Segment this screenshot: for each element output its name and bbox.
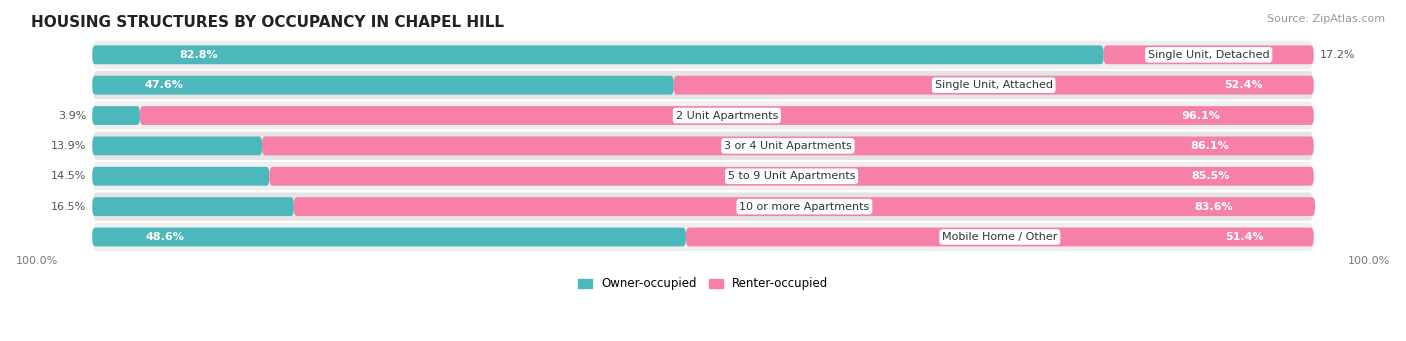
FancyBboxPatch shape <box>93 222 1313 252</box>
Text: 52.4%: 52.4% <box>1223 80 1263 90</box>
Text: 85.5%: 85.5% <box>1192 171 1230 181</box>
Text: 96.1%: 96.1% <box>1181 110 1220 120</box>
FancyBboxPatch shape <box>93 100 1313 131</box>
Text: 51.4%: 51.4% <box>1225 232 1264 242</box>
FancyBboxPatch shape <box>93 45 1104 64</box>
FancyBboxPatch shape <box>270 167 1313 186</box>
FancyBboxPatch shape <box>93 197 294 216</box>
Text: 3.9%: 3.9% <box>58 110 86 120</box>
Text: 5 to 9 Unit Apartments: 5 to 9 Unit Apartments <box>728 171 855 181</box>
Text: Mobile Home / Other: Mobile Home / Other <box>942 232 1057 242</box>
FancyBboxPatch shape <box>93 40 1313 70</box>
FancyBboxPatch shape <box>93 167 270 186</box>
FancyBboxPatch shape <box>262 136 1313 155</box>
Text: Single Unit, Detached: Single Unit, Detached <box>1147 50 1270 60</box>
FancyBboxPatch shape <box>93 76 673 94</box>
FancyBboxPatch shape <box>294 197 1315 216</box>
Text: 16.5%: 16.5% <box>51 202 86 212</box>
Text: 3 or 4 Unit Apartments: 3 or 4 Unit Apartments <box>724 141 852 151</box>
FancyBboxPatch shape <box>1104 45 1313 64</box>
FancyBboxPatch shape <box>93 227 686 247</box>
Text: 13.9%: 13.9% <box>51 141 86 151</box>
Text: 14.5%: 14.5% <box>51 171 86 181</box>
Text: Source: ZipAtlas.com: Source: ZipAtlas.com <box>1267 14 1385 24</box>
Text: Single Unit, Attached: Single Unit, Attached <box>935 80 1053 90</box>
FancyBboxPatch shape <box>93 191 1313 222</box>
Text: 2 Unit Apartments: 2 Unit Apartments <box>676 110 778 120</box>
Legend: Owner-occupied, Renter-occupied: Owner-occupied, Renter-occupied <box>572 273 834 295</box>
FancyBboxPatch shape <box>93 161 1313 191</box>
FancyBboxPatch shape <box>93 106 139 125</box>
Text: HOUSING STRUCTURES BY OCCUPANCY IN CHAPEL HILL: HOUSING STRUCTURES BY OCCUPANCY IN CHAPE… <box>31 15 505 30</box>
Text: 86.1%: 86.1% <box>1191 141 1230 151</box>
FancyBboxPatch shape <box>93 131 1313 161</box>
Text: 17.2%: 17.2% <box>1320 50 1355 60</box>
FancyBboxPatch shape <box>93 70 1313 100</box>
Text: 10 or more Apartments: 10 or more Apartments <box>740 202 869 212</box>
Text: 47.6%: 47.6% <box>145 80 184 90</box>
FancyBboxPatch shape <box>93 136 262 155</box>
FancyBboxPatch shape <box>686 227 1313 247</box>
Text: 82.8%: 82.8% <box>180 50 218 60</box>
FancyBboxPatch shape <box>139 106 1313 125</box>
Text: 48.6%: 48.6% <box>146 232 184 242</box>
Text: 83.6%: 83.6% <box>1195 202 1233 212</box>
FancyBboxPatch shape <box>673 76 1313 94</box>
